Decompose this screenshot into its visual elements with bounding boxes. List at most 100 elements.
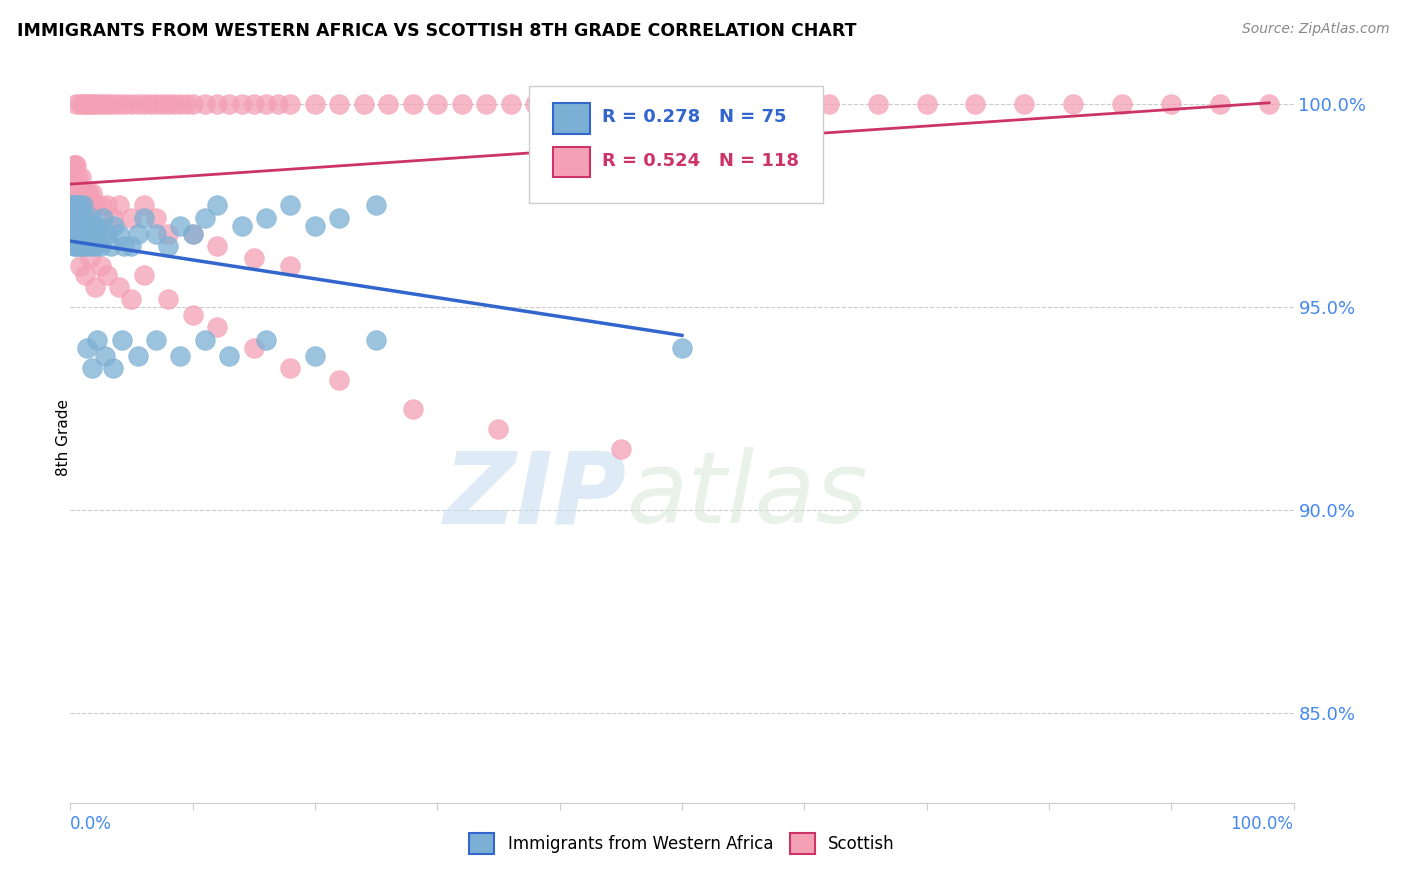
Point xyxy=(69,186,91,201)
Point xyxy=(90,198,112,212)
FancyBboxPatch shape xyxy=(554,103,591,134)
Point xyxy=(67,186,90,201)
Point xyxy=(108,227,131,241)
Point xyxy=(79,198,101,212)
Point xyxy=(77,219,100,233)
Point xyxy=(73,96,96,111)
Point xyxy=(66,169,89,184)
Point xyxy=(304,219,326,233)
Point xyxy=(103,96,125,111)
Text: atlas: atlas xyxy=(627,447,869,544)
Point xyxy=(65,158,87,172)
Point xyxy=(76,186,98,201)
Point xyxy=(254,333,277,347)
Point xyxy=(63,219,86,233)
Point xyxy=(69,260,91,274)
Point xyxy=(98,96,121,111)
Point xyxy=(169,219,191,233)
Point xyxy=(93,349,115,363)
Text: R = 0.524   N = 118: R = 0.524 N = 118 xyxy=(602,153,800,170)
Point xyxy=(817,96,839,111)
Point xyxy=(96,227,118,241)
Point xyxy=(205,320,228,334)
Legend: Immigrants from Western Africa, Scottish: Immigrants from Western Africa, Scottish xyxy=(463,827,901,860)
Point xyxy=(1014,96,1036,111)
Point xyxy=(194,211,217,225)
Point xyxy=(65,227,87,241)
Point xyxy=(72,198,94,212)
Point xyxy=(67,227,90,241)
Point xyxy=(426,96,449,111)
Point xyxy=(82,361,104,376)
Point xyxy=(75,198,97,212)
Point xyxy=(231,96,253,111)
Point xyxy=(69,96,91,111)
Point xyxy=(70,239,93,253)
Point xyxy=(304,349,326,363)
Point xyxy=(73,186,96,201)
Point xyxy=(70,211,93,225)
Text: 0.0%: 0.0% xyxy=(70,815,112,833)
Point xyxy=(127,227,149,241)
Point xyxy=(181,227,204,241)
Point xyxy=(82,186,104,201)
Point xyxy=(304,96,326,111)
Point xyxy=(548,96,571,111)
Point xyxy=(108,279,131,293)
Point xyxy=(73,219,96,233)
Point xyxy=(377,96,399,111)
Point xyxy=(205,198,228,212)
Point xyxy=(69,219,91,233)
Point xyxy=(66,186,89,201)
Point xyxy=(70,169,93,184)
Point xyxy=(80,211,103,225)
Point xyxy=(720,96,742,111)
Point xyxy=(63,198,86,212)
Point xyxy=(83,227,105,241)
Point xyxy=(402,401,425,416)
Point xyxy=(103,219,125,233)
Point xyxy=(145,96,167,111)
Point xyxy=(63,158,86,172)
Point xyxy=(267,96,290,111)
Point xyxy=(243,252,266,266)
Point xyxy=(145,227,167,241)
Point xyxy=(132,198,155,212)
Point xyxy=(121,292,143,306)
Point xyxy=(402,96,425,111)
Point xyxy=(524,96,547,111)
Point xyxy=(83,198,105,212)
Point xyxy=(243,341,266,355)
Point xyxy=(90,239,112,253)
Point xyxy=(621,96,644,111)
Point xyxy=(127,349,149,363)
Text: R = 0.278   N = 75: R = 0.278 N = 75 xyxy=(602,109,787,127)
Point xyxy=(205,239,228,253)
FancyBboxPatch shape xyxy=(529,86,823,203)
Point xyxy=(65,96,87,111)
Point xyxy=(67,198,90,212)
Point xyxy=(62,227,84,241)
Point xyxy=(73,268,96,282)
Point xyxy=(157,292,180,306)
Text: ZIP: ZIP xyxy=(444,447,627,544)
Point xyxy=(157,239,180,253)
Point xyxy=(65,198,87,212)
Point xyxy=(60,186,83,201)
Point xyxy=(76,96,98,111)
Point xyxy=(254,211,277,225)
Point xyxy=(1160,96,1182,111)
Point xyxy=(181,227,204,241)
Point xyxy=(328,96,350,111)
Point xyxy=(488,422,510,436)
Point xyxy=(63,198,86,212)
Point xyxy=(101,211,124,225)
Point xyxy=(87,227,110,241)
Point xyxy=(66,219,89,233)
Point xyxy=(79,252,101,266)
Point xyxy=(108,96,131,111)
Point xyxy=(121,239,143,253)
Point xyxy=(82,239,104,253)
Point xyxy=(243,96,266,111)
Point xyxy=(610,442,633,457)
